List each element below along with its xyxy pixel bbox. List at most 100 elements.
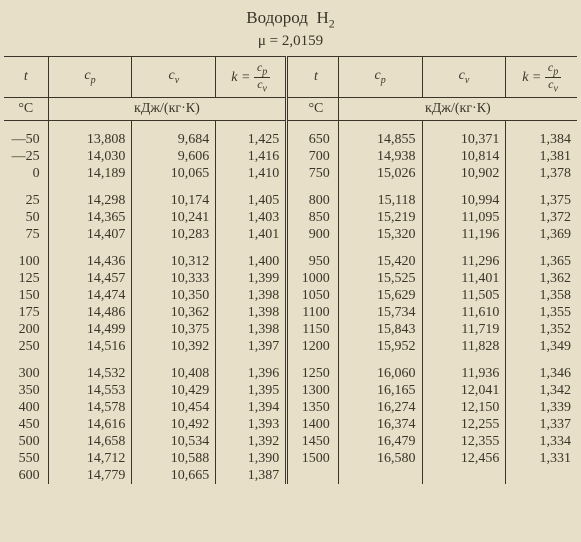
cell-k: 1,400 bbox=[216, 253, 287, 270]
cell-cp: 15,219 bbox=[338, 209, 422, 226]
cell-cp: 14,457 bbox=[48, 270, 132, 287]
mid-gap bbox=[287, 450, 294, 467]
cell-t: 1450 bbox=[294, 433, 338, 450]
cell-t: 200 bbox=[4, 321, 48, 338]
cell-k: 1,390 bbox=[216, 450, 287, 467]
mid-gap bbox=[287, 148, 294, 165]
cell-cv: 9,606 bbox=[132, 148, 216, 165]
hdr-k-right: k = cpcv bbox=[506, 57, 577, 98]
cell-k: 1,393 bbox=[216, 416, 287, 433]
cell-k: 1,334 bbox=[506, 433, 577, 450]
cell-cv: 10,454 bbox=[132, 399, 216, 416]
cell-t: 250 bbox=[4, 338, 48, 355]
mid-gap bbox=[287, 416, 294, 433]
cell-k: 1,395 bbox=[216, 382, 287, 399]
cell-cv: 10,588 bbox=[132, 450, 216, 467]
cell-k: 1,378 bbox=[506, 165, 577, 182]
cell-cp: 14,516 bbox=[48, 338, 132, 355]
cell-t: 750 bbox=[294, 165, 338, 182]
cell-cv: 12,041 bbox=[422, 382, 506, 399]
cell-t: 300 bbox=[4, 365, 48, 382]
cell-cp: 14,938 bbox=[338, 148, 422, 165]
cell-cp: 14,658 bbox=[48, 433, 132, 450]
table-row: 15014,47410,3501,398105015,62911,5051,35… bbox=[4, 287, 577, 304]
hdr-t-left: t bbox=[24, 69, 28, 84]
cell-k: 1,410 bbox=[216, 165, 287, 182]
cell-cv: 10,241 bbox=[132, 209, 216, 226]
cell-cp: 14,712 bbox=[48, 450, 132, 467]
cell-k: 1,396 bbox=[216, 365, 287, 382]
data-table: t cp cv k = cpcv t cp cv k = cpcv °C кДж… bbox=[4, 56, 577, 484]
cell-cp: 14,365 bbox=[48, 209, 132, 226]
table-row: 17514,48610,3621,398110015,73411,6101,35… bbox=[4, 304, 577, 321]
cell-cp: 14,578 bbox=[48, 399, 132, 416]
hdr-cv-left: cv bbox=[169, 68, 180, 83]
cell-t: 1000 bbox=[294, 270, 338, 287]
cell-k: 1,339 bbox=[506, 399, 577, 416]
cell-cv: 10,534 bbox=[132, 433, 216, 450]
cell-cp: 15,026 bbox=[338, 165, 422, 182]
cell-t: 1050 bbox=[294, 287, 338, 304]
cell-t: 125 bbox=[4, 270, 48, 287]
cell-cv: 10,814 bbox=[422, 148, 506, 165]
cell-cp: 14,436 bbox=[48, 253, 132, 270]
cell-cp: 14,616 bbox=[48, 416, 132, 433]
mu-line: μ = 2,0159 bbox=[4, 33, 577, 50]
cell-cp: 16,274 bbox=[338, 399, 422, 416]
cell-cv: 10,362 bbox=[132, 304, 216, 321]
mid-gap bbox=[287, 382, 294, 399]
mid-gap bbox=[287, 165, 294, 182]
cell-cp: 14,779 bbox=[48, 467, 132, 484]
cell-cv: 11,095 bbox=[422, 209, 506, 226]
cell-t: —25 bbox=[4, 148, 48, 165]
cell-cv: 10,994 bbox=[422, 192, 506, 209]
cell-t: 1500 bbox=[294, 450, 338, 467]
table-title: Водород H2 bbox=[4, 8, 577, 31]
cell-cv: 10,371 bbox=[422, 131, 506, 148]
cell-k: 1,392 bbox=[216, 433, 287, 450]
cell-t: 800 bbox=[294, 192, 338, 209]
cell-k: 1,362 bbox=[506, 270, 577, 287]
cell-cv: 11,610 bbox=[422, 304, 506, 321]
cell-k: 1,403 bbox=[216, 209, 287, 226]
cell-t: 1400 bbox=[294, 416, 338, 433]
cell-cv: 10,408 bbox=[132, 365, 216, 382]
table-row: 2514,29810,1741,40580015,11810,9941,375 bbox=[4, 192, 577, 209]
cell-t: 25 bbox=[4, 192, 48, 209]
table-row: 55014,71210,5881,390150016,58012,4561,33… bbox=[4, 450, 577, 467]
table-row: —5013,8089,6841,42565014,85510,3711,384 bbox=[4, 131, 577, 148]
mid-gap bbox=[287, 467, 294, 484]
header-row-1: t cp cv k = cpcv t cp cv k = cpcv bbox=[4, 57, 577, 98]
cell-t: 150 bbox=[4, 287, 48, 304]
cell-cv: 10,375 bbox=[132, 321, 216, 338]
cell-cp: 14,855 bbox=[338, 131, 422, 148]
cell-cp: 15,629 bbox=[338, 287, 422, 304]
cell-cp: 15,952 bbox=[338, 338, 422, 355]
table-row: 12514,45710,3331,399100015,52511,4011,36… bbox=[4, 270, 577, 287]
cell-k: 1,387 bbox=[216, 467, 287, 484]
hdr-t-right: t bbox=[314, 69, 318, 84]
hdr-cp-left: cp bbox=[84, 68, 95, 83]
cell-k: 1,352 bbox=[506, 321, 577, 338]
mid-gap bbox=[287, 226, 294, 243]
cell-t: 600 bbox=[4, 467, 48, 484]
cell-cp: 16,580 bbox=[338, 450, 422, 467]
hdr-deg-right: °C bbox=[294, 98, 338, 121]
hdr-cp-right: cp bbox=[375, 68, 386, 83]
table-row: 45014,61610,4921,393140016,37412,2551,33… bbox=[4, 416, 577, 433]
cell-cv: 10,492 bbox=[132, 416, 216, 433]
cell-cp: 14,553 bbox=[48, 382, 132, 399]
cell-t: 950 bbox=[294, 253, 338, 270]
cell-cv: 11,196 bbox=[422, 226, 506, 243]
cell-cp: 15,843 bbox=[338, 321, 422, 338]
cell-k: 1,337 bbox=[506, 416, 577, 433]
cell-cv: 11,719 bbox=[422, 321, 506, 338]
cell-t: 175 bbox=[4, 304, 48, 321]
cell-t: 400 bbox=[4, 399, 48, 416]
cell-cv: 11,828 bbox=[422, 338, 506, 355]
cell-k: 1,331 bbox=[506, 450, 577, 467]
cell-cp: 14,189 bbox=[48, 165, 132, 182]
cell-cp: 16,374 bbox=[338, 416, 422, 433]
title-formula: H bbox=[316, 8, 328, 27]
hdr-unit-left: кДж/(кг·К) bbox=[48, 98, 287, 121]
